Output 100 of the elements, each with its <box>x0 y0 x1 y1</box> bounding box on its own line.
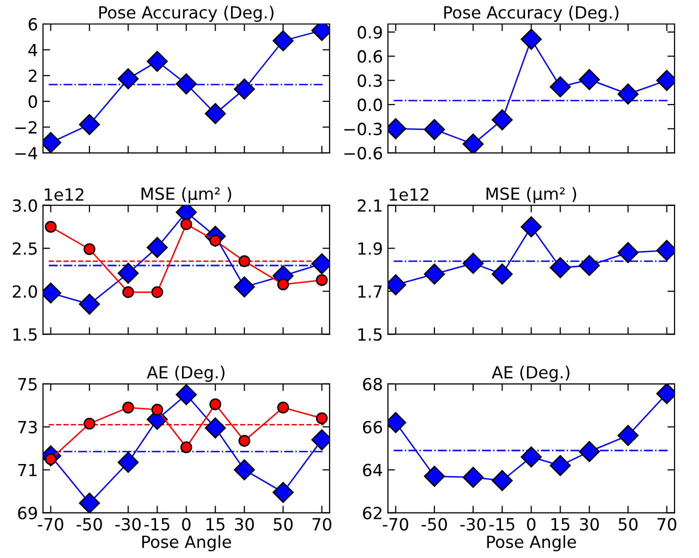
point <box>234 459 255 480</box>
x-tick-label: 50 <box>618 518 638 531</box>
point <box>180 218 192 230</box>
y-tick-label: 68 <box>363 378 382 390</box>
point <box>520 446 542 468</box>
point <box>462 466 484 488</box>
point <box>204 417 226 438</box>
point <box>122 402 134 414</box>
point <box>520 28 542 50</box>
chart-title: Pose Accuracy (Deg.) <box>444 6 618 22</box>
point <box>424 264 445 285</box>
y-tick-label: 4 <box>28 44 38 56</box>
y-tick-label: −4 <box>15 147 38 160</box>
point <box>462 134 484 153</box>
point <box>578 254 600 276</box>
point <box>78 114 100 136</box>
y-tick-label: 1.5 <box>358 328 382 341</box>
point <box>146 50 168 72</box>
point <box>176 73 197 94</box>
y-tick-label: −0.3 <box>344 122 382 136</box>
point <box>180 441 192 454</box>
point <box>492 470 513 492</box>
point <box>492 264 513 285</box>
x-tick-label: 50 <box>274 518 293 531</box>
point <box>118 68 139 90</box>
x-tick-label: -15 <box>489 518 514 531</box>
chart-title: MSE (μm² ) <box>142 187 232 204</box>
point <box>78 492 100 513</box>
point <box>146 236 168 258</box>
point <box>578 441 600 462</box>
x-tick-label: -30 <box>115 518 141 531</box>
point <box>238 255 250 268</box>
y-tick-label: 64 <box>363 464 382 476</box>
y-tick-label: 2 <box>28 70 36 82</box>
point <box>204 103 226 124</box>
point <box>550 455 571 476</box>
point <box>272 30 294 52</box>
y-tick-label: 71 <box>18 464 37 476</box>
point <box>234 78 255 100</box>
x-tick-label: -70 <box>38 518 64 531</box>
point <box>78 294 100 315</box>
y-tick-label: 0.9 <box>358 26 382 39</box>
point <box>238 434 250 447</box>
y-tick-label: 2.5 <box>12 242 37 255</box>
x-tick-label: 70 <box>312 518 332 531</box>
y-tick-label: 2.0 <box>12 285 38 298</box>
point <box>151 404 164 416</box>
y-tick-label: 0.6 <box>358 50 382 63</box>
x-tick-label: -50 <box>422 518 447 531</box>
point <box>209 398 222 410</box>
chart-title: AE (Deg.) <box>492 366 570 382</box>
point <box>151 286 164 298</box>
point <box>316 274 328 286</box>
point <box>118 262 139 284</box>
point <box>316 412 328 424</box>
point <box>462 252 484 274</box>
y-tick-label: −0.6 <box>344 146 382 160</box>
y-tick-label: 75 <box>18 378 37 390</box>
y-tick-label: 0.3 <box>358 74 382 87</box>
y-tick-label: 1.7 <box>358 285 382 298</box>
y-tick-label: 69 <box>18 506 37 520</box>
x-tick-label: 0 <box>527 518 536 531</box>
x-axis-title: Pose Angle <box>487 535 576 552</box>
x-tick-label: 15 <box>206 518 224 531</box>
point <box>234 276 255 298</box>
point <box>176 384 197 406</box>
y-tick-label: 73 <box>18 420 37 434</box>
chart-title: Pose Accuracy (Deg.) <box>99 6 274 22</box>
y-tick-label: 1.5 <box>13 328 37 341</box>
y-tick-label: 2.1 <box>358 199 382 212</box>
point <box>550 257 571 278</box>
x-tick-label: 70 <box>658 518 676 531</box>
x-axis-title: Pose Angle <box>142 535 232 552</box>
y-tick-label: 6 <box>28 18 38 31</box>
point <box>118 452 139 473</box>
x-tick-label: 15 <box>552 518 570 531</box>
point <box>578 69 600 90</box>
point <box>618 242 639 264</box>
chart-title: MSE (μm² ) <box>486 187 576 204</box>
point <box>618 424 639 446</box>
y-tick-label: 62 <box>363 506 382 520</box>
chart-title: AE (Deg.) <box>146 366 224 382</box>
point <box>84 243 96 256</box>
y-tick-label: 0.0 <box>358 98 382 112</box>
point <box>44 220 57 233</box>
point <box>84 418 96 430</box>
y-tick-label: 1.9 <box>358 242 382 255</box>
point <box>492 109 513 130</box>
x-tick-label: -15 <box>144 518 170 531</box>
point <box>122 286 134 298</box>
x-tick-label: -70 <box>382 518 408 531</box>
x-tick-label: 30 <box>580 518 599 531</box>
point <box>277 278 290 290</box>
x-tick-label: -30 <box>460 518 486 531</box>
text: 1e12 <box>390 188 428 201</box>
point <box>277 402 290 414</box>
y-tick-label: 3.0 <box>12 199 38 212</box>
point <box>424 466 445 487</box>
point <box>272 482 294 503</box>
y-tick-label: 0 <box>28 95 38 108</box>
